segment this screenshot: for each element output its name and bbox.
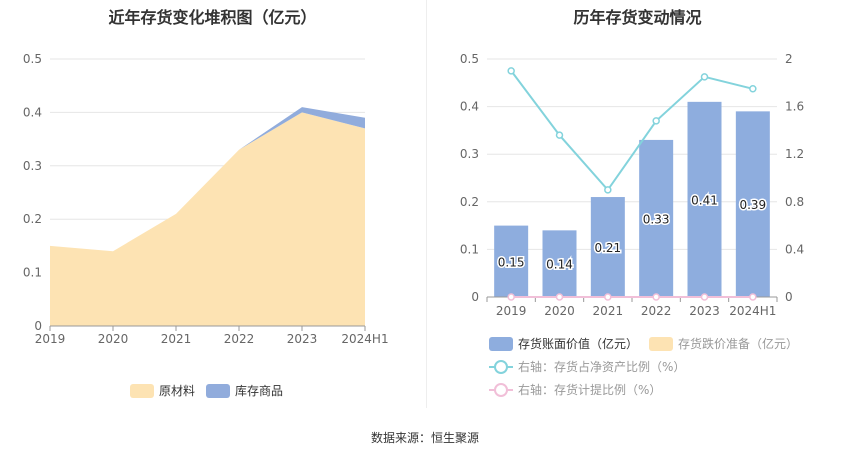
legend-label: 存货账面价值（亿元） [518, 336, 638, 351]
bar-inventory-value [639, 139, 674, 297]
bar-inventory-value [590, 197, 625, 297]
legend-marker [494, 383, 508, 397]
x-tick-label: 2021 [161, 332, 192, 346]
stacked-area-chart: 0 0.1 0.2 0.3 0.4 0.5 2019 2020 2021 2022 2023 2024… [23, 52, 389, 398]
legend-label: 原材料 [159, 384, 195, 398]
chart-divider [426, 0, 427, 408]
bar-data-label: 0.33 [643, 212, 670, 226]
x-tick-label: 2022 [224, 332, 255, 346]
line-point [604, 186, 612, 194]
x-tick-label: 2019 [496, 304, 527, 318]
legend-label: 右轴：存货计提比例（%） [518, 382, 661, 397]
y-tick-label: 0.2 [23, 212, 42, 226]
y-tick-label: 0.1 [23, 266, 42, 280]
y-tick-label: 0.5 [460, 52, 479, 66]
bar-data-label: 0.41 [691, 193, 718, 207]
x-tick-label: 2020 [544, 304, 575, 318]
inventory-change-chart: 0 0.1 0.2 0.3 0.4 0.5 0 0.4 0.8 1.2 1.6 2 0.15 0.14 0.… [460, 52, 804, 397]
legend-swatch [206, 384, 230, 398]
y-tick-label: 0 [471, 290, 479, 304]
legend-marker [494, 360, 508, 374]
y-tick-label: 0.5 [23, 52, 42, 66]
line-point [700, 293, 709, 301]
bar-data-label: 0.15 [498, 255, 525, 269]
x-tick-label: 2021 [593, 304, 624, 318]
x-tick-label: 2023 [689, 304, 720, 318]
data-source-note: 数据来源：恒生聚源 [370, 431, 479, 445]
line-point [652, 117, 660, 125]
y-tick-label: 0 [34, 319, 42, 333]
x-tick-label: 2022 [641, 304, 672, 318]
right-chart-title: 历年存货变动情况 [573, 8, 702, 27]
line-inventory-to-net-assets [510, 70, 754, 192]
legend-label: 库存商品 [235, 383, 283, 398]
x-tick-label: 2020 [98, 332, 129, 346]
bar-data-label: 0.14 [546, 258, 573, 272]
y2-tick-label: 0.4 [785, 242, 804, 256]
legend-swatch [130, 384, 154, 398]
line-point [749, 85, 757, 93]
y-tick-label: 0.4 [460, 100, 479, 114]
bar-inventory-value [687, 101, 722, 297]
line-point [555, 293, 564, 301]
legend-label: 右轴：存货占净资产比例（%） [518, 359, 685, 374]
x-tick-label: 2024H1 [729, 304, 776, 318]
line-point [700, 73, 709, 81]
line-point [555, 131, 564, 139]
y2-tick-label: 0 [785, 290, 793, 304]
bar-data-label: 0.21 [594, 241, 621, 255]
line-point [507, 67, 515, 75]
line-point [652, 293, 660, 301]
legend-label: 存货跌价准备（亿元） [678, 336, 798, 351]
bar-inventory-value [735, 111, 770, 297]
bar-data-label: 0.39 [739, 198, 766, 212]
bar-inventory-value [494, 225, 529, 297]
line-point [604, 293, 612, 301]
bar-inventory-value [542, 230, 577, 297]
left-chart-title: 近年存货变化堆积图（亿元） [108, 8, 317, 27]
y-tick-label: 0.1 [460, 242, 479, 256]
legend-swatch [649, 337, 673, 351]
line-point [507, 293, 515, 301]
legend-swatch [489, 337, 513, 351]
y2-tick-label: 2 [785, 52, 793, 66]
area-series-0 [50, 112, 365, 327]
x-tick-label: 2023 [287, 332, 318, 346]
y2-tick-label: 0.8 [785, 195, 804, 209]
y-tick-label: 0.2 [460, 195, 479, 209]
x-tick-label: 2019 [35, 332, 66, 346]
x-tick-label: 2024H1 [341, 332, 388, 346]
y2-tick-label: 1.6 [785, 100, 804, 114]
y-tick-label: 0.3 [23, 159, 42, 173]
y2-tick-label: 1.2 [785, 147, 804, 161]
y-tick-label: 0.4 [23, 105, 42, 119]
line-point [749, 293, 757, 301]
y-tick-label: 0.3 [460, 147, 479, 161]
